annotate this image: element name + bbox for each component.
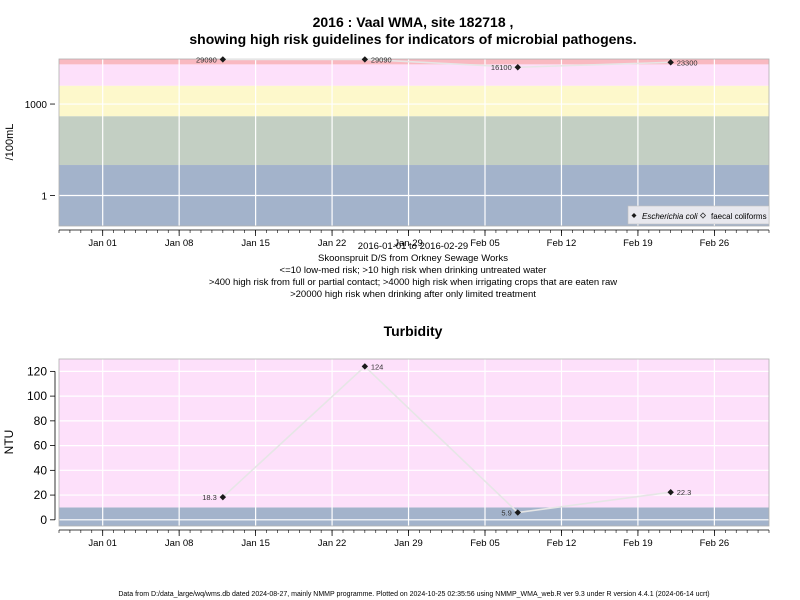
turbidity-panel: Jan 01 Jan 08 Jan 15 Jan 22 Jan 29 Feb 05 Feb …	[27, 358, 770, 549]
data-label: 18.3	[202, 493, 217, 502]
x-tick-label: Jan 15	[241, 238, 270, 249]
y-tick-label: 60	[34, 439, 48, 453]
y-tick-label: 100	[27, 389, 47, 403]
x-tick-label: Feb 12	[547, 538, 577, 549]
data-point	[219, 493, 227, 501]
note-site: Skoonspruit D/S from Orkney Sewage Works	[318, 253, 508, 264]
x-tick-label: Jan 22	[318, 238, 347, 249]
footer-note: Data from D:/data_large/wq/wms.db dated …	[118, 591, 709, 598]
y-tick-label: 20	[34, 488, 48, 502]
note-date-range: 2016-01-01 to 2016-02-29	[358, 241, 468, 252]
data-label: 22.3	[677, 488, 692, 497]
chart-title: 2016 : Vaal WMA, site 182718 ,	[313, 14, 514, 30]
x-tick-label: Feb 05	[470, 538, 500, 549]
y-axis-label-microbial: /100mL	[4, 124, 16, 161]
risk-band	[59, 507, 769, 526]
y-tick-label: 120	[27, 364, 47, 378]
x-tick-label: Jan 01	[88, 238, 117, 249]
y-tick-label: 1	[41, 192, 47, 203]
data-label: 5.9	[501, 509, 511, 518]
data-label: 29090	[196, 55, 217, 64]
data-label: 124	[371, 362, 384, 371]
series-line	[222, 58, 671, 69]
x-tick-label: Jan 15	[241, 538, 270, 549]
y-tick-label: 80	[34, 414, 48, 428]
note-guideline-2: >400 high risk from full or partial cont…	[209, 277, 617, 288]
risk-band	[59, 64, 769, 86]
data-point	[667, 489, 674, 496]
data-label: 16100	[491, 63, 512, 72]
note-guideline-1: <=10 low-med risk; >10 high risk when dr…	[280, 265, 547, 276]
x-tick-label: Jan 29	[394, 238, 423, 249]
y-tick-label: 1000	[25, 100, 48, 111]
x-tick-label: Feb 05	[470, 238, 500, 249]
x-tick-label: Jan 01	[88, 538, 117, 549]
y-tick-label: 40	[34, 463, 48, 477]
risk-band	[59, 85, 769, 117]
plot-frame	[58, 58, 770, 227]
x-tick-label: Feb 19	[623, 538, 653, 549]
x-tick-label: Feb 19	[623, 238, 653, 249]
note-guideline-3: >20000 high risk when drinking after onl…	[290, 289, 536, 300]
legend-marker-ecoli	[631, 213, 637, 218]
x-tick-label: Jan 08	[165, 538, 194, 549]
x-tick-label: Feb 26	[700, 538, 730, 549]
data-label: 23300	[677, 58, 698, 67]
chart-subtitle: showing high risk guidelines for indicat…	[189, 31, 636, 47]
plot-frame	[58, 358, 770, 527]
x-tick-label: Feb 26	[700, 238, 730, 249]
y-axis-label-turbidity: NTU	[2, 430, 16, 455]
legend-box	[627, 205, 770, 225]
legend-label-ecoli: Escherichia coli	[642, 212, 698, 221]
data-point	[514, 509, 521, 516]
data-point	[667, 59, 674, 66]
legend-marker-faecal	[699, 212, 707, 219]
x-tick-label: Jan 22	[318, 538, 347, 549]
microbial-panel: Jan 01 Jan 08 Jan 15 Jan 22 Jan 29 Feb 05 Feb …	[25, 55, 770, 249]
data-label: 29090	[371, 55, 392, 64]
legend-label-faecal: faecal coliforms	[711, 212, 767, 221]
data-point	[361, 363, 369, 370]
data-point	[514, 64, 521, 71]
x-tick-label: Jan 29	[394, 538, 423, 549]
risk-band	[59, 116, 769, 166]
y-tick-label: 0	[40, 513, 47, 527]
legend: Escherichia coli faecal coliforms	[627, 205, 770, 225]
turbidity-title: Turbidity	[384, 323, 443, 339]
data-point	[361, 56, 369, 63]
data-point	[219, 56, 227, 63]
series-line	[222, 365, 671, 514]
x-tick-label: Feb 12	[547, 238, 577, 249]
risk-band	[59, 359, 769, 508]
x-tick-label: Jan 08	[165, 238, 194, 249]
